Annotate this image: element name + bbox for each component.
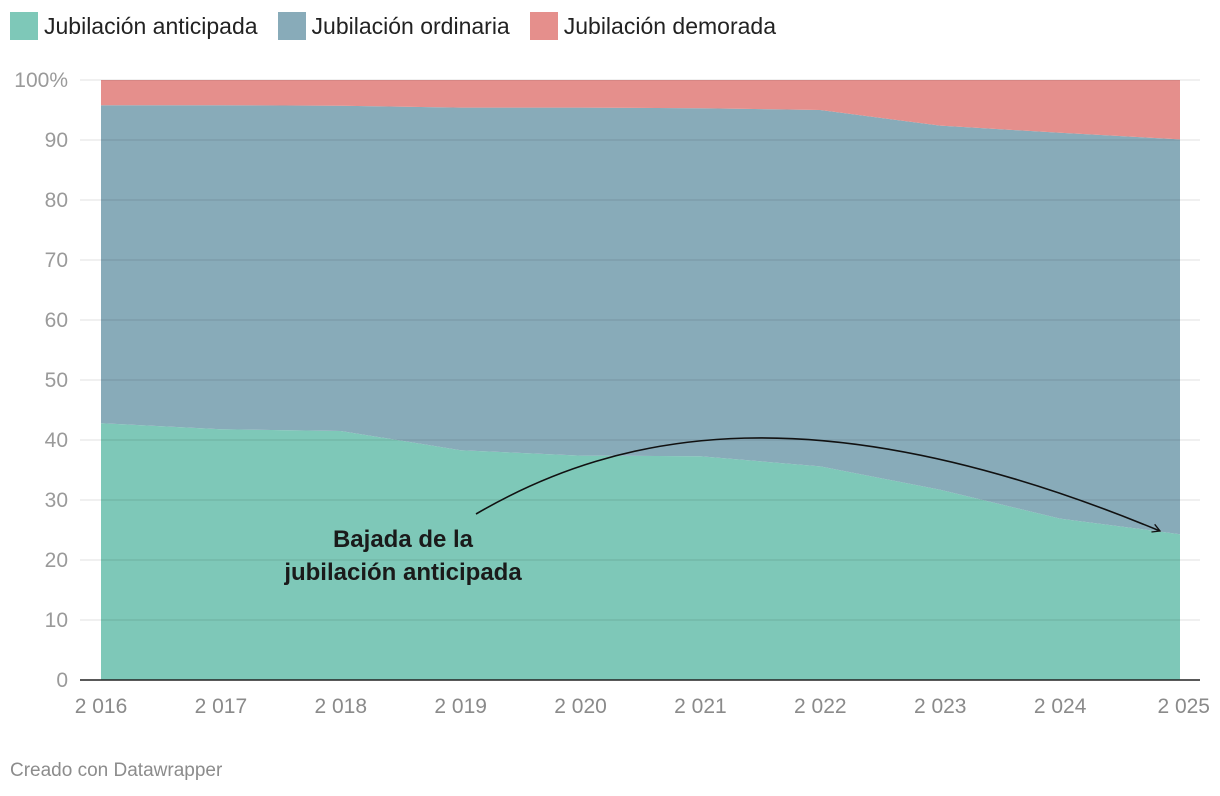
legend-item-demorada: Jubilación demorada — [529, 12, 776, 40]
x-tick-label: 2 020 — [554, 695, 607, 718]
y-tick-label: 90 — [45, 129, 68, 152]
y-tick-label: 30 — [45, 489, 68, 512]
x-tick-label: 2 022 — [794, 695, 847, 718]
x-tick-label: 2 021 — [674, 695, 727, 718]
y-tick-label: 80 — [45, 189, 68, 212]
area-jubilacion-demorada — [101, 80, 1180, 140]
legend-swatch-demorada — [529, 12, 558, 40]
y-tick-label: 60 — [45, 309, 68, 332]
x-axis: 2 016 2 017 2 018 2 019 2 020 2 021 2 022 2 023… — [75, 679, 1210, 718]
y-tick-label: 50 — [45, 369, 68, 392]
legend-label-demorada: Jubilación demorada — [563, 12, 776, 39]
x-tick-label: 2 016 — [75, 695, 128, 718]
legend-label-anticipada: Jubilación anticipada — [44, 12, 258, 39]
y-axis: 0 10 20 30 40 50 60 70 80 90 100% — [14, 69, 68, 692]
credit-text: Creado con Datawrapper — [10, 760, 223, 781]
legend: Jubilación anticipada Jubilación ordinar… — [10, 12, 796, 40]
y-tick-label: 100% — [14, 69, 68, 92]
legend-swatch-anticipada — [10, 12, 38, 40]
legend-item-ordinaria: Jubilación ordinaria — [277, 12, 510, 40]
x-tick-label: 2 019 — [434, 695, 487, 718]
y-tick-label: 10 — [45, 609, 68, 632]
y-tick-label: 0 — [56, 669, 68, 692]
area-jubilacion-ordinaria — [101, 105, 1180, 535]
y-tick-label: 70 — [45, 249, 68, 272]
x-tick-label: 2 023 — [914, 695, 967, 718]
annotation: Bajada de la jubilación anticipada — [283, 437, 1162, 586]
legend-label-ordinaria: Jubilación ordinaria — [311, 12, 510, 39]
annotation-line-2: jubilación anticipada — [283, 559, 522, 586]
annotation-arrow — [475, 437, 1162, 533]
x-tick-label: 2 017 — [195, 695, 248, 718]
x-tick-label: 2 025 — [1157, 695, 1210, 718]
y-tick-label: 20 — [45, 549, 68, 572]
legend-swatch-ordinaria — [277, 12, 306, 40]
area-layer — [101, 80, 1180, 680]
area-jubilacion-anticipada — [101, 423, 1180, 680]
x-tick-label: 2 018 — [314, 695, 367, 718]
legend-item-anticipada: Jubilación anticipada — [10, 12, 258, 40]
annotation-line-1: Bajada de la — [333, 526, 474, 553]
y-tick-label: 40 — [45, 429, 68, 452]
gridlines — [80, 79, 1200, 621]
x-tick-label: 2 024 — [1034, 695, 1087, 718]
